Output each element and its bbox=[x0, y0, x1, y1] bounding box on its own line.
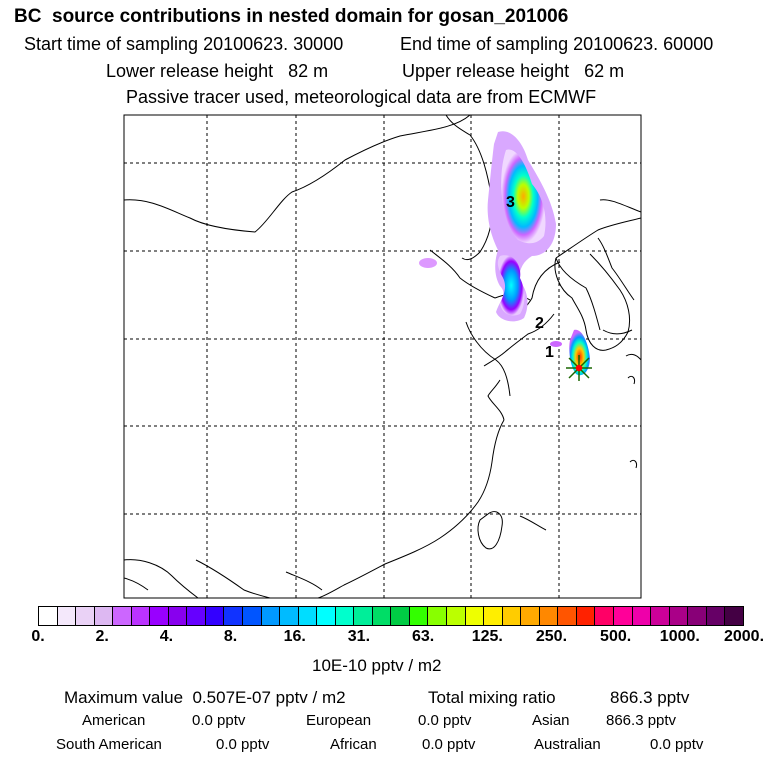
coastlines bbox=[123, 114, 642, 599]
colorbar-cell bbox=[57, 607, 77, 625]
region-name-american: American bbox=[82, 712, 146, 729]
lower-release-height-label: Lower release height 82 m bbox=[106, 61, 329, 81]
colorbar-cell bbox=[354, 607, 373, 625]
colorbar-tick-label: 16. bbox=[283, 628, 306, 645]
colorbar-cell bbox=[632, 607, 652, 625]
total-mixing-value: 866.3 pptv bbox=[610, 688, 690, 707]
region-value-south-american: 0.0 pptv bbox=[216, 736, 270, 753]
region-label-1: 1 bbox=[545, 344, 554, 361]
colorbar-cell bbox=[613, 607, 633, 625]
colorbar-unit-label: 10E-10 pptv / m2 bbox=[312, 656, 442, 675]
region-name-african: African bbox=[330, 736, 377, 753]
colorbar-cell bbox=[558, 607, 577, 625]
colorbar-cell bbox=[261, 607, 281, 625]
colorbar-cell bbox=[131, 607, 151, 625]
colorbar-tick-label: 1000. bbox=[659, 628, 700, 645]
colorbar-tick-label: 4. bbox=[159, 628, 174, 645]
colorbar-cell bbox=[335, 607, 355, 625]
region-name-south-american: South American bbox=[56, 736, 162, 753]
colorbar-tick-label: 2. bbox=[95, 628, 109, 645]
start-time-label: Start time of sampling 20100623. 30000 bbox=[24, 34, 344, 54]
colorbar-cell bbox=[39, 607, 58, 625]
colorbar-cell bbox=[280, 607, 299, 625]
colorbar-cell bbox=[76, 607, 95, 625]
taiwan-island bbox=[477, 511, 503, 550]
region-name-australian: Australian bbox=[534, 736, 601, 753]
chart-title: BC source contributions in nested domain… bbox=[14, 6, 569, 27]
colorbar-cell bbox=[317, 607, 336, 625]
concentration-field bbox=[419, 131, 590, 376]
colorbar-cell bbox=[595, 607, 614, 625]
total-mixing-label: Total mixing ratio bbox=[428, 688, 556, 707]
colorbar-cell bbox=[521, 607, 540, 625]
region-value-asian: 866.3 pptv bbox=[606, 712, 677, 729]
colorbar-tick-label: 8. bbox=[223, 628, 238, 645]
colorbar-cell bbox=[484, 607, 503, 625]
colorbar-cell bbox=[669, 607, 689, 625]
region-value-australian: 0.0 pptv bbox=[650, 736, 704, 753]
release-site-star bbox=[566, 355, 592, 381]
colorbar-tick-label: 31. bbox=[347, 628, 371, 645]
colorbar-cell bbox=[725, 607, 743, 625]
colorbar-cell bbox=[391, 607, 410, 625]
colorbar-cell bbox=[688, 607, 707, 625]
plume-south-lobe bbox=[497, 255, 525, 316]
colorbar-cell bbox=[94, 607, 114, 625]
colorbar-tick-label: 125. bbox=[471, 628, 503, 645]
korean-peninsula bbox=[554, 253, 631, 351]
colorbar-tick-label: 2000. bbox=[723, 628, 765, 645]
colorbar-cell bbox=[576, 607, 596, 625]
plume-west-spot bbox=[550, 341, 562, 347]
map-frame bbox=[123, 114, 642, 599]
colorbar-cell bbox=[224, 607, 244, 625]
max-value-label: Maximum value 0.507E-07 pptv / m2 bbox=[64, 688, 346, 707]
colorbar bbox=[38, 606, 744, 626]
region-value-american: 0.0 pptv bbox=[192, 712, 246, 729]
colorbar-cell bbox=[651, 607, 670, 625]
colorbar-cell bbox=[150, 607, 169, 625]
colorbar-cell bbox=[298, 607, 318, 625]
region-value-european: 0.0 pptv bbox=[418, 712, 472, 729]
colorbar-cell bbox=[706, 607, 726, 625]
colorbar-cell bbox=[187, 607, 206, 625]
colorbar-tick-label: 500. bbox=[600, 628, 632, 645]
upper-release-height-label: Upper release height 62 m bbox=[402, 61, 625, 81]
colorbar-cell bbox=[409, 607, 429, 625]
colorbar-tick-label: 250. bbox=[535, 628, 568, 645]
colorbar-tick-label: 0. bbox=[31, 628, 45, 645]
plume-core bbox=[501, 149, 546, 244]
region-name-european: European bbox=[306, 712, 372, 729]
end-time-label: End time of sampling 20100623. 60000 bbox=[400, 34, 714, 54]
graticule bbox=[124, 115, 641, 598]
colorbar-tick-label: 63. bbox=[411, 628, 435, 645]
colorbar-cell bbox=[447, 607, 466, 625]
colorbar-cell bbox=[113, 607, 132, 625]
colorbar-cell bbox=[168, 607, 188, 625]
colorbar-cell bbox=[539, 607, 559, 625]
region-value-african: 0.0 pptv bbox=[422, 736, 476, 753]
plume-west-blob bbox=[419, 258, 437, 268]
region-name-asian: Asian bbox=[532, 712, 570, 729]
japan-coast bbox=[625, 353, 642, 469]
region-label-2: 2 bbox=[535, 315, 544, 332]
colorbar-cell bbox=[243, 607, 262, 625]
region-label-3: 3 bbox=[506, 194, 515, 211]
colorbar-cell bbox=[372, 607, 392, 625]
colorbar-cell bbox=[428, 607, 448, 625]
colorbar-cell bbox=[205, 607, 225, 625]
colorbar-cell bbox=[465, 607, 485, 625]
colorbar-cell bbox=[502, 607, 522, 625]
tracer-note: Passive tracer used, meteorological data… bbox=[126, 87, 597, 107]
